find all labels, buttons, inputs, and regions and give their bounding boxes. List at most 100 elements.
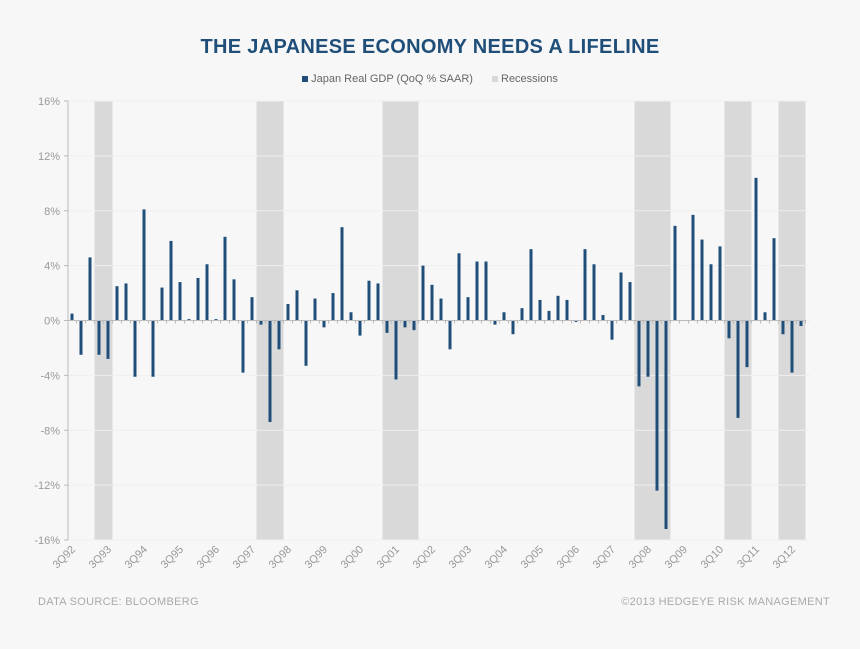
x-tick-label: 3Q98 [267, 544, 295, 572]
bar [610, 320, 614, 340]
bar [187, 319, 191, 321]
copyright: ©2013 HEDGEYE RISK MANAGEMENT [621, 596, 830, 608]
x-tick-label: 3Q02 [411, 544, 439, 572]
bar [673, 225, 677, 321]
bar [700, 239, 704, 321]
bar [547, 310, 551, 321]
x-tick-label: 3Q96 [195, 544, 223, 572]
bar [304, 320, 308, 366]
bar [457, 253, 461, 321]
bar [799, 320, 803, 326]
legend-label-recessions: Recessions [501, 73, 558, 85]
bar [178, 282, 182, 321]
bar [70, 313, 74, 321]
bar [97, 320, 101, 355]
bar [574, 320, 578, 322]
bar [313, 298, 317, 321]
x-tick-label: 3Q07 [591, 544, 619, 572]
bar [151, 320, 155, 377]
chart-title: THE JAPANESE ECONOMY NEEDS A LIFELINE [200, 36, 660, 58]
bar [538, 299, 542, 321]
bar [763, 312, 767, 321]
x-tick-label: 3Q95 [159, 544, 187, 572]
bar [475, 261, 479, 321]
bar [331, 293, 335, 321]
legend-label-gdp: Japan Real GDP (QoQ % SAAR) [311, 73, 473, 85]
bar [493, 320, 497, 325]
bar [745, 320, 749, 368]
legend: Japan Real GDP (QoQ % SAAR) Recessions [0, 73, 860, 85]
bar [367, 280, 371, 321]
legend-swatch-recessions [492, 76, 498, 82]
bar [214, 319, 218, 321]
x-tick-label: 3Q01 [375, 544, 403, 572]
y-tick-label: -16% [34, 535, 60, 547]
bar [115, 286, 119, 321]
bar [160, 287, 164, 321]
y-tick-label: 0% [44, 316, 60, 328]
x-tick-label: 3Q99 [303, 544, 331, 572]
y-tick-label: 4% [44, 261, 60, 273]
bar [241, 320, 245, 373]
bar [583, 249, 587, 321]
bar [124, 283, 128, 321]
bar [412, 320, 416, 331]
x-tick-label: 3Q05 [519, 544, 547, 572]
bar [349, 312, 353, 321]
x-tick-label: 3Q11 [735, 544, 762, 571]
data-source: DATA SOURCE: BLOOMBERG [38, 596, 199, 608]
y-tick-label: -8% [40, 425, 60, 437]
bar [781, 320, 785, 335]
bar [133, 320, 137, 377]
bar [322, 320, 326, 328]
bar [736, 320, 740, 418]
bar [340, 227, 344, 321]
bar [628, 282, 632, 321]
bar [772, 238, 776, 321]
bar [439, 298, 443, 321]
y-tick-label: 16% [38, 96, 60, 108]
x-tick-label: 3Q12 [771, 544, 799, 572]
bar [196, 277, 200, 321]
bar [619, 272, 623, 321]
bar [277, 320, 281, 350]
bar [484, 261, 488, 321]
x-tick-label: 3Q10 [699, 544, 727, 572]
bar [754, 177, 758, 321]
bar [592, 264, 596, 321]
x-tick-label: 3Q97 [231, 544, 259, 572]
bar [655, 320, 659, 491]
y-tick-label: 12% [38, 151, 60, 163]
y-tick-label: 8% [44, 206, 60, 218]
bar [295, 290, 299, 321]
bar [79, 320, 83, 355]
x-tick-label: 3Q00 [339, 544, 367, 572]
bar [466, 297, 470, 321]
x-tick-label: 3Q08 [627, 544, 655, 572]
legend-item-recessions: Recessions [492, 73, 558, 85]
bar [268, 320, 272, 423]
bar [556, 295, 560, 321]
bar [421, 265, 425, 321]
bar [646, 320, 650, 377]
x-tick-label: 3Q94 [123, 544, 151, 572]
bar [232, 279, 236, 321]
bar [250, 297, 254, 321]
bar [565, 299, 569, 321]
x-tick-label: 3Q04 [483, 544, 511, 572]
bar [88, 257, 92, 321]
bar [529, 249, 533, 321]
bar [664, 320, 668, 530]
bar [430, 284, 434, 321]
legend-swatch-gdp [302, 76, 309, 82]
bar [394, 320, 398, 380]
bar [637, 320, 641, 387]
y-tick-label: -4% [40, 370, 60, 382]
x-tick-label: 3Q06 [555, 544, 583, 572]
bar [376, 283, 380, 321]
bar [169, 240, 173, 321]
bar [691, 214, 695, 321]
x-tick-label: 3Q93 [87, 544, 115, 572]
bar [709, 264, 713, 321]
